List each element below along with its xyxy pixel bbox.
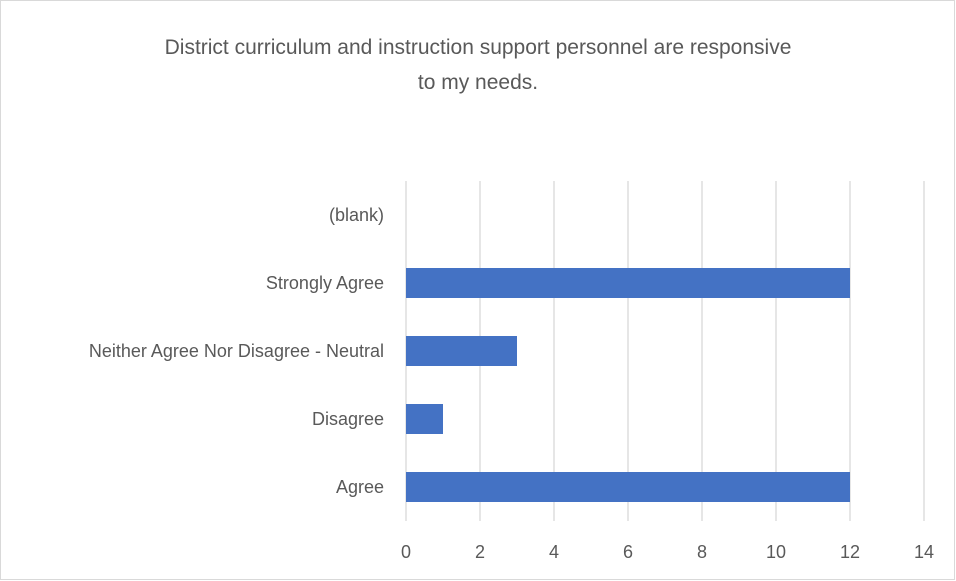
bars (406, 268, 850, 502)
bar-neither-agree-nor-disagree-neutral (406, 336, 517, 366)
category-label: (blank) (329, 205, 384, 225)
x-tick-label: 10 (766, 542, 786, 562)
category-labels: (blank) Strongly Agree Neither Agree Nor D… (89, 205, 384, 497)
x-tick-label: 8 (697, 542, 707, 562)
chart-title: District curriculum and instruction supp… (0, 30, 956, 100)
x-tick-label: 14 (914, 542, 934, 562)
x-tick-label: 2 (475, 542, 485, 562)
bar-agree (406, 472, 850, 502)
chart-title-line-1: District curriculum and instruction supp… (164, 36, 792, 59)
bar-strongly-agree (406, 268, 850, 298)
category-label: Strongly Agree (266, 273, 384, 293)
x-tick-label: 12 (840, 542, 860, 562)
bar-disagree (406, 404, 443, 434)
x-tick-label: 6 (623, 542, 633, 562)
chart-title-line-2: to my needs. (417, 71, 539, 94)
category-label: Agree (336, 477, 384, 497)
category-label: Neither Agree Nor Disagree - Neutral (89, 341, 384, 361)
category-label: Disagree (312, 409, 384, 429)
x-tick-label: 4 (549, 542, 559, 562)
gridlines (405, 181, 925, 521)
x-tick-label: 0 (401, 542, 411, 562)
x-tick-labels: 0 2 4 6 8 10 12 14 (401, 542, 934, 562)
